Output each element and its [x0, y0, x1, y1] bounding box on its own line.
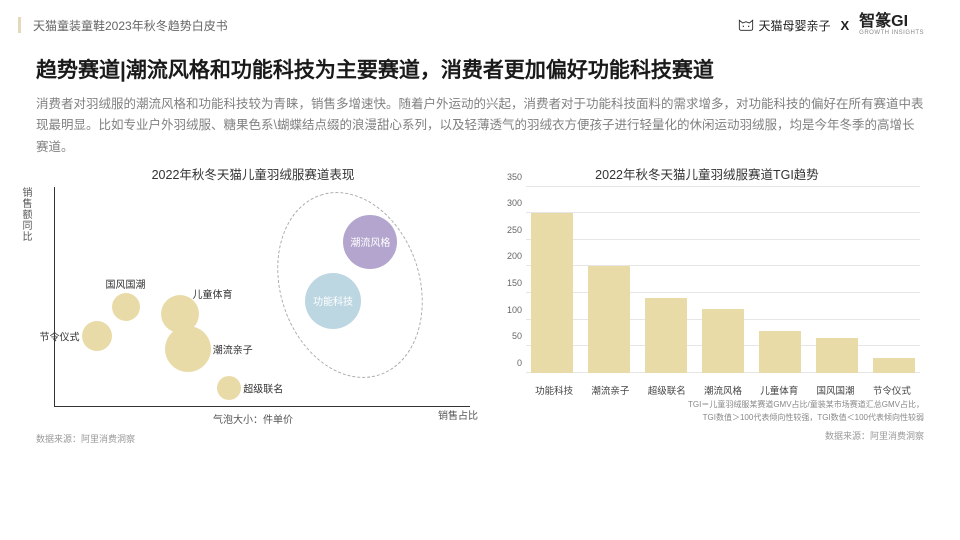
bar-label: 儿童体育	[758, 383, 800, 397]
brand-cross: X	[840, 18, 849, 33]
bar-fill	[588, 266, 630, 372]
bubble-潮流风格: 潮流风格	[343, 215, 397, 269]
bubble-legend: 气泡大小：件单价	[36, 411, 470, 426]
bar-fill	[816, 338, 858, 373]
bar-source: 数据来源：阿里消费洞察	[490, 429, 924, 442]
bar-fill	[645, 298, 687, 372]
bar-节令仪式	[873, 358, 915, 373]
bar-label: 功能科技	[533, 383, 575, 397]
bar-潮流风格	[702, 309, 744, 373]
bubble-潮流亲子: 潮流亲子	[165, 326, 211, 372]
y-tick: 150	[490, 278, 522, 288]
bubble-超级联名: 超级联名	[217, 376, 241, 400]
bar-label: 潮流风格	[702, 383, 744, 397]
y-tick: 300	[490, 198, 522, 208]
header: 天猫童装童鞋2023年秋冬趋势白皮书 天猫母婴亲子 X 智篆GI GROWTH …	[0, 0, 960, 36]
brand-gi: 智篆GI GROWTH INSIGHTS	[859, 14, 924, 36]
header-accent-bar	[18, 17, 21, 33]
bubble-label: 国风国潮	[106, 276, 146, 291]
brand-gi-sub: GROWTH INSIGHTS	[859, 30, 924, 36]
y-tick: 50	[490, 331, 522, 341]
header-left: 天猫童装童鞋2023年秋冬趋势白皮书	[18, 17, 228, 34]
bubble-x-axis-label: 销售占比	[438, 407, 478, 422]
bar-label: 节令仪式	[871, 383, 913, 397]
bar-plot-area: 功能科技潮流亲子 超级联名潮流风格儿童体育 国风国潮节令仪式 0 50 100 150 20…	[490, 187, 924, 397]
tmall-cat-icon	[738, 19, 754, 31]
bar-儿童体育	[759, 331, 801, 372]
bar-label: 潮流亲子	[589, 383, 631, 397]
bubble-label: 潮流亲子	[213, 341, 253, 356]
charts-row: 2022年秋冬天猫儿童羽绒服赛道表现 销售额同比 销售占比 潮流风格功能科技国风…	[0, 158, 960, 445]
bar-超级联名	[645, 298, 687, 372]
y-tick: 100	[490, 305, 522, 315]
bubble-功能科技: 功能科技	[305, 273, 361, 329]
bar-潮流亲子	[588, 266, 630, 372]
bar-fill	[531, 213, 573, 372]
bubble-label: 超级联名	[243, 381, 283, 396]
bubble-plot-area: 销售占比 潮流风格功能科技国风国潮儿童体育节令仪式潮流亲子超级联名	[54, 187, 470, 407]
bar-note-2: TGI数值＞100代表倾向性较强，TGI数值＜100代表倾向性较弱	[490, 412, 924, 423]
y-tick: 350	[490, 172, 522, 182]
brand-gi-text: 智篆GI	[859, 14, 908, 30]
header-brands: 天猫母婴亲子 X 智篆GI GROWTH INSIGHTS	[738, 14, 924, 36]
bubble-节令仪式: 节令仪式	[82, 321, 112, 351]
bar-chart: 2022年秋冬天猫儿童羽绒服赛道TGI趋势 功能科技潮流亲子 超级联名潮流风格儿童…	[490, 164, 924, 445]
y-tick: 0	[490, 358, 522, 368]
bubble-chart-title: 2022年秋冬天猫儿童羽绒服赛道表现	[36, 164, 470, 183]
bar-国风国潮	[816, 338, 858, 373]
bubble-label: 节令仪式	[40, 328, 80, 343]
bar-功能科技	[531, 213, 573, 372]
bar-chart-title: 2022年秋冬天猫儿童羽绒服赛道TGI趋势	[490, 164, 924, 183]
bubble-source: 数据来源：阿里消费洞察	[36, 432, 470, 445]
brand-tmall: 天猫母婴亲子	[738, 17, 830, 34]
bar-fill	[873, 358, 915, 373]
bar-fill	[759, 331, 801, 372]
bubble-label: 儿童体育	[193, 286, 233, 301]
header-subtitle: 天猫童装童鞋2023年秋冬趋势白皮书	[33, 17, 228, 34]
bar-x-labels: 功能科技潮流亲子 超级联名潮流风格儿童体育 国风国潮节令仪式	[526, 383, 920, 397]
description: 消费者对羽绒服的潮流风格和功能科技较为青睐，销售多增速快。随着户外运动的兴起，消…	[0, 84, 960, 158]
bubble-y-axis-label: 销售额同比	[18, 187, 33, 242]
title-block: 趋势赛道|潮流风格和功能科技为主要赛道，消费者更加偏好功能科技赛道	[0, 36, 960, 84]
bar-fill	[702, 309, 744, 373]
y-tick: 250	[490, 225, 522, 235]
bar-note-1: TGI＝儿童羽绒服某赛道GMV占比/童装某市场赛道汇总GMV占比，	[490, 399, 924, 410]
bar-label: 国风国潮	[815, 383, 857, 397]
bars-row	[526, 187, 920, 373]
brand-tmall-text: 天猫母婴亲子	[758, 17, 830, 34]
bar-label: 超级联名	[646, 383, 688, 397]
page-title: 趋势赛道|潮流风格和功能科技为主要赛道，消费者更加偏好功能科技赛道	[36, 54, 924, 84]
bubble-chart: 2022年秋冬天猫儿童羽绒服赛道表现 销售额同比 销售占比 潮流风格功能科技国风…	[36, 164, 470, 445]
y-tick: 200	[490, 251, 522, 261]
bubble-国风国潮: 国风国潮	[112, 293, 140, 321]
